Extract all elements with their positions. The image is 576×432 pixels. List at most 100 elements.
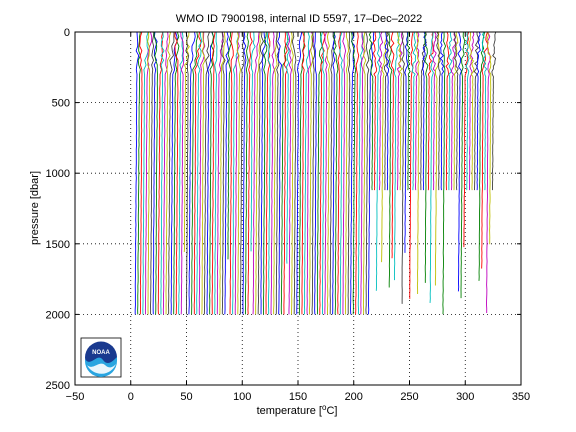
profile-line bbox=[337, 32, 341, 315]
profile-line bbox=[347, 32, 351, 315]
profile-line bbox=[286, 32, 290, 264]
profile-line bbox=[457, 32, 462, 292]
profile-line bbox=[384, 32, 390, 191]
x-tick-label: −50 bbox=[66, 391, 85, 403]
profile-line bbox=[277, 32, 283, 315]
x-tick-label: 250 bbox=[400, 391, 418, 403]
profile-line bbox=[365, 32, 370, 315]
profile-line bbox=[360, 32, 365, 315]
x-tick-label: 200 bbox=[345, 391, 363, 403]
x-axis-label: temperature [oC] bbox=[257, 403, 338, 417]
profile-line bbox=[144, 32, 153, 315]
profile-line bbox=[211, 32, 216, 315]
profile-line bbox=[465, 32, 470, 191]
profile-line bbox=[415, 32, 420, 294]
profile-line bbox=[183, 32, 190, 253]
profile-line bbox=[257, 32, 264, 315]
plot-area: −50 0 50 100 150 200 250 300 350 0 500 1000 1500 2000… bbox=[46, 27, 531, 403]
profile-line bbox=[265, 32, 271, 315]
x-tick-label: 300 bbox=[456, 391, 474, 403]
y-tick-label: 500 bbox=[52, 98, 70, 110]
profile-line bbox=[206, 32, 214, 315]
profile-line bbox=[468, 32, 475, 191]
svg-text:NOAA: NOAA bbox=[92, 350, 110, 356]
profile-line bbox=[393, 32, 400, 281]
profile-line bbox=[314, 32, 317, 315]
profile-line bbox=[244, 32, 249, 315]
profile-line bbox=[442, 32, 447, 315]
profile-line bbox=[198, 32, 206, 315]
profile-line bbox=[357, 32, 364, 315]
profile-line bbox=[422, 32, 427, 191]
profile-line bbox=[255, 32, 261, 315]
profile-line bbox=[209, 32, 215, 315]
profile-line bbox=[381, 32, 388, 263]
profile-line bbox=[188, 32, 196, 315]
profile-line bbox=[424, 32, 429, 283]
profile-line bbox=[287, 32, 293, 315]
profile-line bbox=[432, 32, 437, 191]
profile-line bbox=[344, 32, 350, 315]
profile-line bbox=[420, 32, 427, 191]
profile-line bbox=[157, 32, 164, 315]
profile-line bbox=[290, 32, 294, 315]
profile-line bbox=[252, 32, 260, 315]
profile-line bbox=[367, 32, 375, 315]
profile-line bbox=[453, 32, 459, 191]
profile-line bbox=[468, 32, 475, 191]
profile-line bbox=[350, 32, 356, 315]
profile-line bbox=[491, 32, 497, 191]
profile-line bbox=[193, 32, 202, 315]
profile-line bbox=[137, 32, 141, 315]
profile-line bbox=[273, 32, 278, 315]
profile-line bbox=[429, 32, 435, 303]
profile-line bbox=[355, 32, 360, 315]
profile-line bbox=[401, 32, 405, 304]
x-tick-label: 100 bbox=[233, 391, 251, 403]
x-axis-label-prefix: temperature [ bbox=[257, 405, 322, 417]
profile-line bbox=[332, 32, 336, 315]
profile-line bbox=[306, 32, 314, 315]
series-group bbox=[134, 32, 497, 315]
profile-line bbox=[390, 32, 395, 259]
profile-line bbox=[434, 32, 440, 286]
profile-line bbox=[203, 32, 210, 315]
profile-line bbox=[375, 32, 381, 291]
profile-line bbox=[270, 32, 275, 315]
profile-line bbox=[396, 32, 403, 191]
profile-line bbox=[242, 32, 247, 315]
profile-line bbox=[214, 32, 218, 315]
profile-line bbox=[319, 32, 326, 315]
profile-line bbox=[201, 32, 206, 315]
x-tick-label: 350 bbox=[512, 391, 530, 403]
profile-line bbox=[168, 32, 175, 315]
y-tick-label: 1500 bbox=[46, 239, 70, 251]
profile-line bbox=[339, 32, 343, 315]
profile-line bbox=[283, 32, 288, 315]
profile-line bbox=[326, 32, 331, 315]
profile-line bbox=[320, 32, 325, 315]
profile-line bbox=[150, 32, 155, 315]
profile-line bbox=[191, 32, 199, 315]
profile-line bbox=[316, 32, 323, 315]
profile-line bbox=[351, 32, 357, 315]
profile-line bbox=[445, 32, 450, 191]
profile-line bbox=[227, 32, 232, 260]
profile-line bbox=[178, 32, 184, 315]
profile-line bbox=[478, 32, 486, 281]
profile-line bbox=[460, 32, 466, 299]
profile-line bbox=[411, 32, 417, 191]
x-tick-label: 150 bbox=[289, 391, 307, 403]
profile-line bbox=[311, 32, 316, 315]
profile-line bbox=[173, 32, 180, 315]
profile-line bbox=[266, 32, 271, 315]
profile-line bbox=[362, 32, 367, 315]
profile-line bbox=[134, 32, 140, 315]
profile-line bbox=[196, 32, 203, 315]
profile-line bbox=[368, 32, 374, 191]
profile-line bbox=[232, 32, 240, 315]
profile-line bbox=[481, 32, 489, 269]
profile-line bbox=[236, 32, 241, 315]
profile-line bbox=[427, 32, 434, 191]
profile-line bbox=[280, 32, 289, 315]
